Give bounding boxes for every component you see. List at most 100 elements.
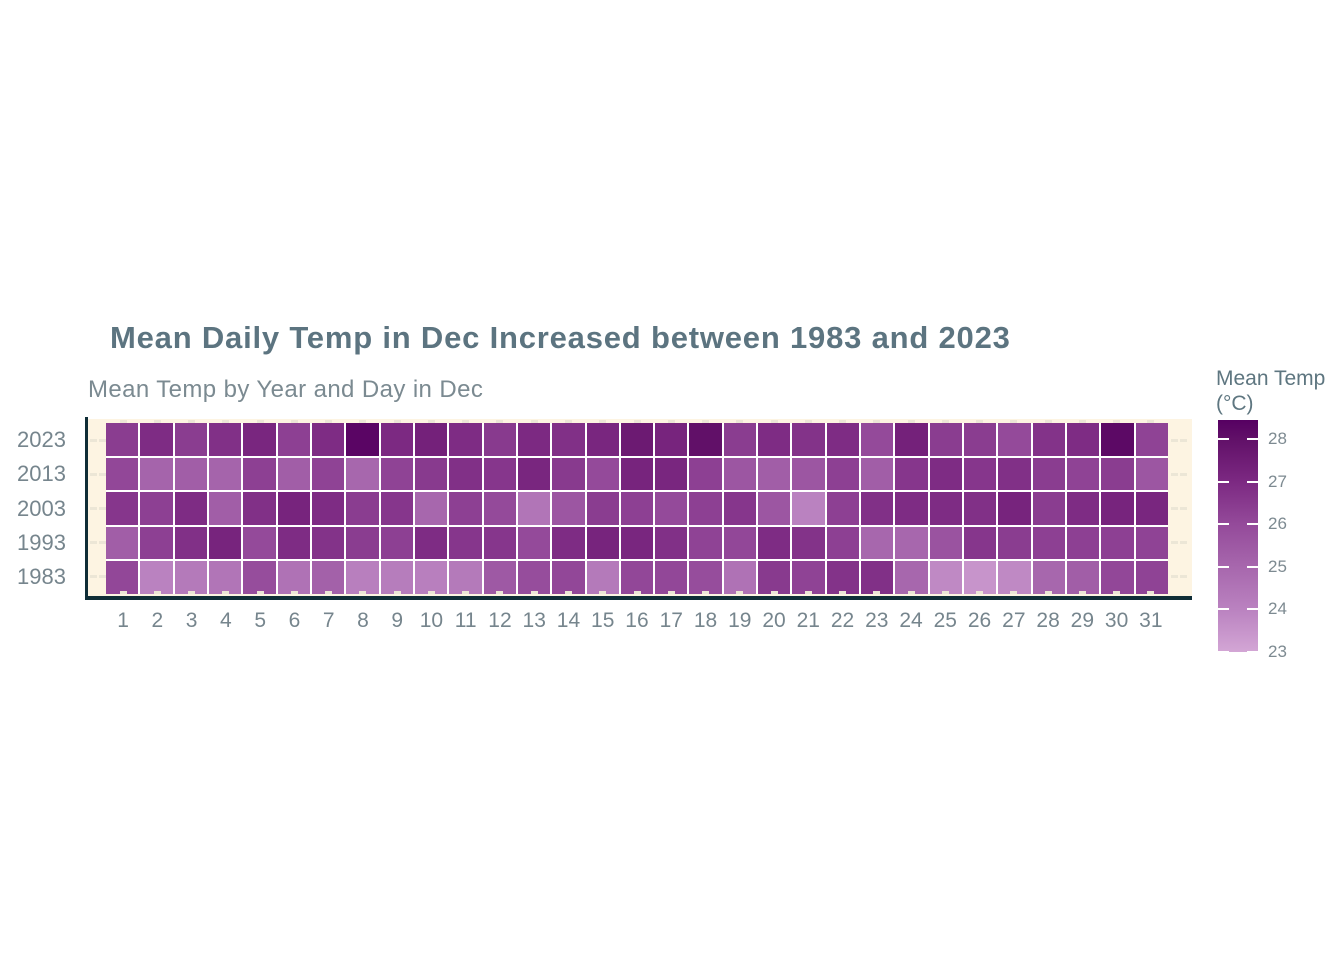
heatmap-cell xyxy=(586,526,619,560)
panel-tick-mark xyxy=(1171,507,1178,510)
heatmap-cell xyxy=(1135,561,1168,594)
heatmap-cell xyxy=(1135,492,1168,525)
heatmap-cell xyxy=(552,561,585,594)
heatmap-cell xyxy=(1032,457,1066,491)
heatmap-cell xyxy=(826,526,860,560)
panel-tick-mark xyxy=(188,591,196,594)
y-axis-label: 1983 xyxy=(17,563,66,589)
legend-tick xyxy=(1218,608,1229,611)
heatmap-cell xyxy=(140,492,173,525)
heatmap-cell xyxy=(861,457,894,491)
heatmap-cell xyxy=(517,492,551,525)
panel-tick-mark xyxy=(90,575,97,579)
panel-tick-mark xyxy=(222,420,230,423)
heatmap-cell xyxy=(174,423,207,456)
panel-tick-mark xyxy=(736,591,744,594)
x-axis-label: 4 xyxy=(220,609,232,632)
heatmap-cell xyxy=(243,561,276,594)
heatmap-cell xyxy=(758,561,791,594)
heatmap-cell xyxy=(1135,423,1168,456)
legend-title-line2: (°C) xyxy=(1216,392,1254,415)
heatmap-cell xyxy=(929,457,963,491)
heatmap-cell xyxy=(792,526,825,560)
heatmap-cell xyxy=(1067,457,1100,491)
heatmap-cell xyxy=(998,492,1031,525)
heatmap-cell xyxy=(483,561,516,594)
heatmap-cell xyxy=(758,423,791,456)
x-axis-labels: 1 2 3 4 5 6 7 8 9 10 11 12 13 14 15 16 17 18 19 20 21 22 23 24 2… xyxy=(106,608,1168,634)
heatmap-cell xyxy=(723,492,757,525)
panel-tick-mark xyxy=(325,420,333,423)
heatmap-cell xyxy=(998,423,1031,456)
x-axis-label: 28 xyxy=(1036,609,1060,632)
heatmap-cell xyxy=(655,423,688,456)
x-axis-label: 31 xyxy=(1139,609,1163,632)
heatmap-cell xyxy=(586,561,619,594)
y-axis-label: 2023 xyxy=(17,427,66,453)
heatmap-cell xyxy=(895,423,928,456)
panel-tick-mark xyxy=(907,420,915,423)
heatmap-cell xyxy=(1067,561,1100,594)
heatmap-cell xyxy=(964,457,997,491)
x-axis-label: 3 xyxy=(185,609,198,632)
panel-tick-mark xyxy=(1010,420,1018,423)
legend-tick xyxy=(1247,608,1258,611)
panel-tick-mark xyxy=(359,420,367,423)
panel-tick-mark xyxy=(393,420,401,423)
heatmap-cell xyxy=(1032,492,1066,525)
panel-tick-mark xyxy=(119,420,127,423)
x-axis-label: 22 xyxy=(830,609,855,632)
heatmap-cell xyxy=(655,526,688,560)
heatmap-cell xyxy=(311,457,345,491)
x-axis-label: 6 xyxy=(288,609,301,632)
legend-tick xyxy=(1247,651,1258,653)
panel-tick-mark xyxy=(99,472,106,476)
panel-tick-mark xyxy=(976,591,984,594)
heatmap-cell xyxy=(414,526,448,560)
heatmap-cell xyxy=(1032,423,1066,456)
heatmap-cell xyxy=(483,526,516,560)
heatmap-cell xyxy=(723,526,757,560)
heatmap-cell xyxy=(277,526,310,560)
heatmap-panel xyxy=(88,419,1192,598)
panel-tick-mark xyxy=(907,591,915,594)
heatmap-cell xyxy=(552,492,585,525)
heatmap-cell xyxy=(655,492,688,525)
legend-gradient-bar xyxy=(1218,420,1258,652)
x-axis-label: 1 xyxy=(117,609,129,632)
panel-tick-mark xyxy=(839,420,847,423)
heatmap-cell xyxy=(689,457,722,491)
heatmap-cell xyxy=(792,561,825,594)
panel-tick-mark xyxy=(1113,591,1121,594)
heatmap-cell xyxy=(483,423,516,456)
heatmap-cell xyxy=(208,561,242,594)
heatmap-cell xyxy=(998,561,1031,594)
panel-tick-mark xyxy=(90,507,97,510)
heatmap-cell xyxy=(380,457,413,491)
panel-tick-mark xyxy=(1147,591,1155,594)
heatmap-cell xyxy=(689,526,722,560)
x-axis-label: 10 xyxy=(419,609,444,632)
heatmap-cell xyxy=(1135,526,1168,560)
panel-tick-mark xyxy=(599,420,607,423)
heatmap-cell xyxy=(929,423,963,456)
heatmap-cell xyxy=(174,457,207,491)
heatmap-cell xyxy=(311,492,345,525)
heatmap-cell xyxy=(552,526,585,560)
heatmap-cell xyxy=(861,526,894,560)
heatmap-cell xyxy=(414,423,448,456)
heatmap-cell xyxy=(380,561,413,594)
heatmap-cell xyxy=(106,423,139,456)
heatmap-cell xyxy=(1135,457,1168,491)
heatmap-cell xyxy=(346,492,379,525)
panel-tick-mark xyxy=(1180,507,1187,510)
heatmap-grid xyxy=(106,423,1168,594)
legend-tick xyxy=(1247,438,1258,441)
heatmap-cell xyxy=(895,492,928,525)
heatmap-cell xyxy=(620,526,654,560)
panel-tick-mark xyxy=(1147,420,1155,423)
panel-tick-mark xyxy=(1078,420,1086,423)
heatmap-cell xyxy=(929,561,963,594)
y-axis-label: 1993 xyxy=(17,529,66,555)
heatmap-cell xyxy=(792,457,825,491)
